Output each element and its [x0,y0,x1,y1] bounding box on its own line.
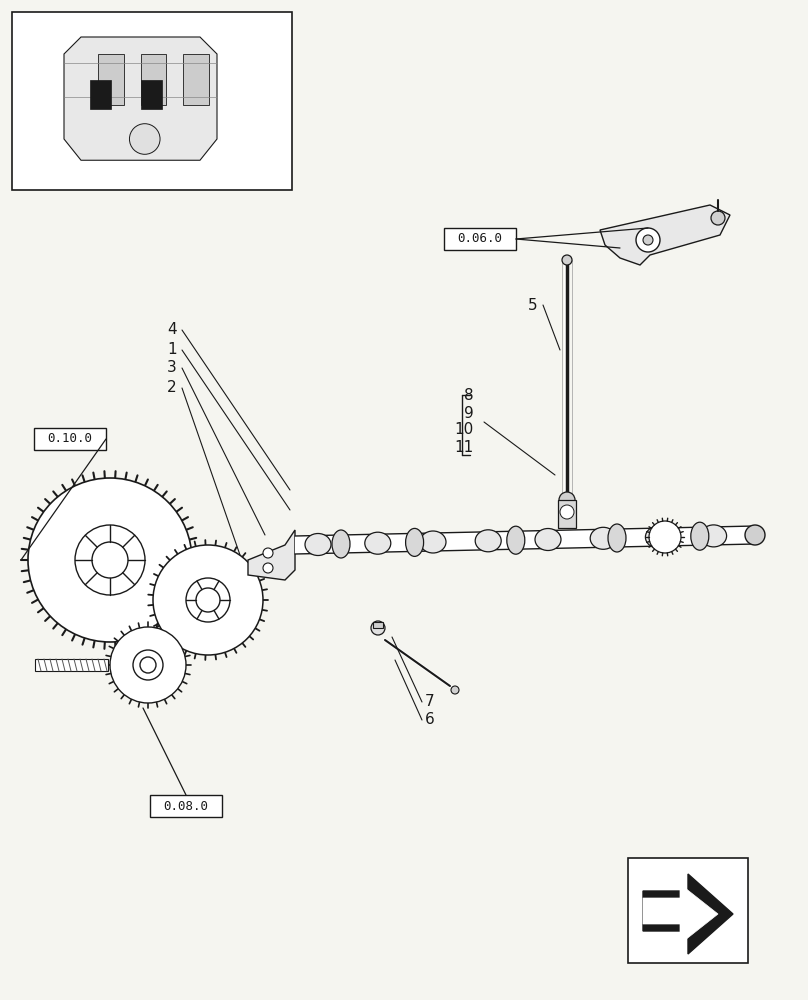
Text: 2: 2 [167,380,177,395]
Ellipse shape [406,528,423,556]
Circle shape [560,505,574,519]
Circle shape [562,255,572,265]
Bar [12,12,292,190]
Text: 7: 7 [425,694,435,710]
Circle shape [75,525,145,595]
Polygon shape [64,37,217,160]
Text: 5: 5 [528,298,538,312]
Ellipse shape [364,532,391,554]
Ellipse shape [701,525,726,547]
Polygon shape [295,526,755,554]
Text: 10: 10 [455,422,474,438]
Circle shape [745,525,765,545]
Text: 4: 4 [167,322,177,338]
Ellipse shape [535,528,561,550]
Polygon shape [643,874,733,954]
Text: 8: 8 [465,387,474,402]
Text: 0.06.0: 0.06.0 [457,232,503,245]
Bar [141,54,166,105]
Bar [444,228,516,250]
Ellipse shape [608,524,626,552]
Polygon shape [600,205,730,265]
Circle shape [263,563,273,573]
Circle shape [186,578,230,622]
Circle shape [92,542,128,578]
Ellipse shape [332,530,350,558]
Bar [373,622,383,628]
Bar [558,500,576,528]
Circle shape [28,478,192,642]
Bar [90,80,111,109]
Text: 1: 1 [167,342,177,358]
Text: 0.08.0: 0.08.0 [163,800,208,812]
Bar [35,659,108,671]
Bar [34,428,106,450]
Polygon shape [643,884,718,944]
Circle shape [371,621,385,635]
Circle shape [559,492,575,508]
Bar [628,858,748,963]
Circle shape [196,588,220,612]
Circle shape [133,650,163,680]
Circle shape [711,211,725,225]
Ellipse shape [305,534,331,556]
Ellipse shape [420,531,446,553]
Ellipse shape [475,530,501,552]
Circle shape [153,545,263,655]
Circle shape [140,657,156,673]
Circle shape [649,521,681,553]
Ellipse shape [590,527,617,549]
Circle shape [129,124,160,154]
Circle shape [636,228,660,252]
Bar [98,54,124,105]
Ellipse shape [646,526,671,548]
Ellipse shape [691,522,709,550]
Bar [141,80,162,109]
Circle shape [263,548,273,558]
Circle shape [110,627,186,703]
Bar [150,795,222,817]
Polygon shape [248,530,295,580]
Ellipse shape [507,526,525,554]
Text: 11: 11 [455,440,474,456]
Text: 9: 9 [465,406,474,420]
Circle shape [643,235,653,245]
Bar [183,54,208,105]
Text: 0.10.0: 0.10.0 [48,432,92,446]
Text: 3: 3 [167,360,177,375]
Text: 6: 6 [425,712,435,728]
Circle shape [451,686,459,694]
